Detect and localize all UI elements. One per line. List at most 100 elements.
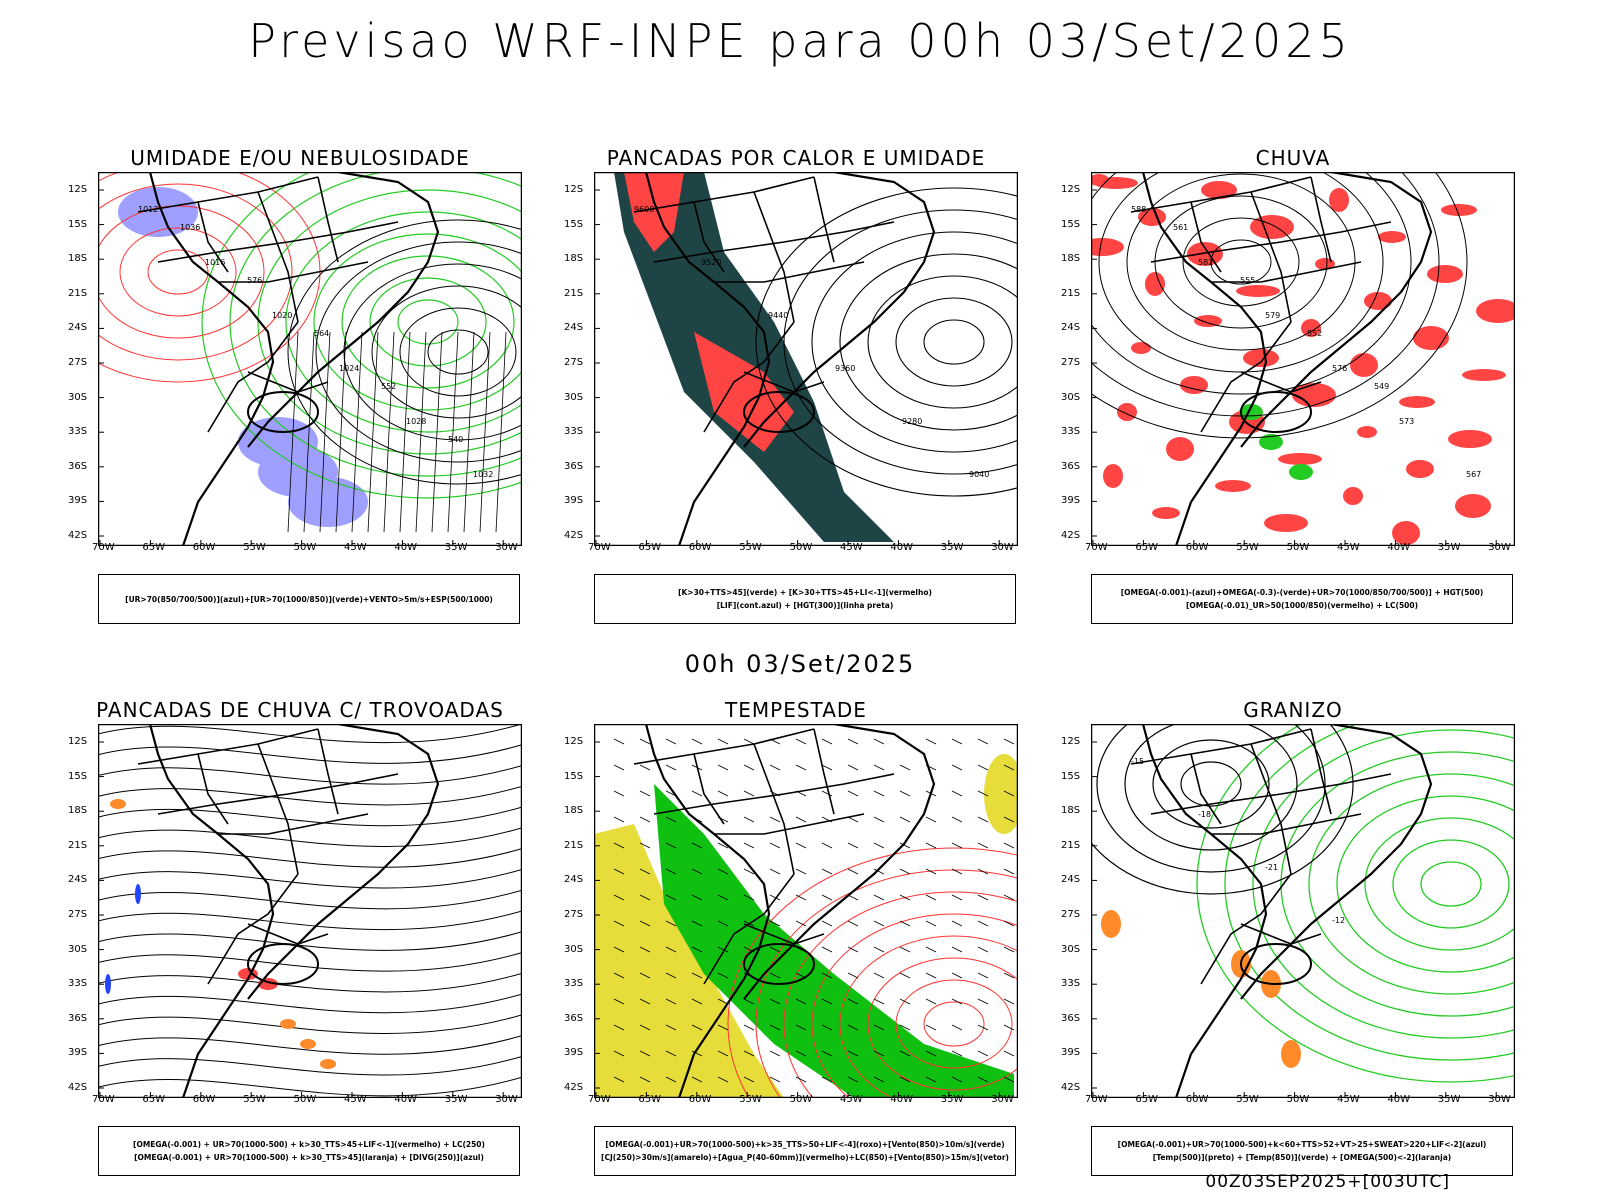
rain-fill-red	[1350, 353, 1378, 377]
lat-tick-label: 24S	[1061, 322, 1081, 334]
wind-vector	[639, 738, 651, 745]
wind-vector	[821, 1050, 833, 1057]
wind-vector	[977, 998, 989, 1005]
legend-box: [K>30+TTS>45](verde) + [K>30+TTS>45+LI<-…	[594, 574, 1016, 624]
pressure-contour	[371, 285, 522, 419]
wind-vector	[795, 1024, 807, 1031]
height-contour	[1210, 239, 1272, 285]
lon-tick-label: 60W	[192, 1094, 216, 1105]
lat-tick-label: 27S	[68, 357, 88, 368]
wind-vector	[873, 816, 885, 823]
wind-vector	[977, 868, 989, 875]
wind-vector	[717, 1024, 729, 1031]
lat-tick-label: 36S	[1061, 460, 1081, 472]
wind-vector	[977, 764, 989, 771]
wind-vector	[847, 1076, 859, 1083]
legend-box: [UR>70(850/700/500)](azul)+[UR>70(1000/8…	[98, 574, 520, 624]
lon-tick-label: 40W	[394, 1094, 418, 1105]
streamline	[98, 910, 522, 931]
coastline-south	[148, 172, 275, 546]
map-border	[1091, 724, 1515, 1098]
thickness-contour-red	[119, 227, 237, 317]
wind-vector	[899, 1050, 911, 1057]
omega-fill-orange	[1281, 1040, 1301, 1068]
wind-vector	[665, 1076, 677, 1083]
rain-fill-red	[1364, 292, 1392, 310]
map-border	[98, 172, 522, 546]
border-line	[753, 191, 795, 323]
lon-tick-label: 45W	[344, 1094, 367, 1105]
lon-tick-label: 60W	[1185, 1094, 1209, 1105]
wind-vector	[743, 1050, 755, 1057]
wind-vector	[1003, 738, 1015, 745]
lat-tick-label: 39S	[1061, 1047, 1081, 1059]
wind-vector	[821, 738, 833, 745]
wind-vector	[1003, 816, 1015, 823]
pressure-contour	[427, 329, 489, 375]
storm-fill-orange	[320, 1059, 336, 1069]
border-line	[207, 321, 299, 433]
wind-vector	[769, 894, 781, 901]
wind-vector	[1003, 764, 1015, 771]
border-line	[813, 728, 835, 815]
lon-tick-label: 45W	[344, 542, 367, 553]
legend-line: [K>30+TTS>45](verde) + [K>30+TTS>45+LI<-…	[678, 588, 932, 597]
wind-vector	[847, 972, 859, 979]
lon-tick-label: 30W	[1488, 542, 1511, 553]
rain-fill-red	[1180, 376, 1208, 394]
lon-tick-label: 70W	[588, 1094, 611, 1105]
rain-fill-red	[1278, 453, 1322, 465]
wind-vector	[769, 1050, 781, 1057]
pressure-contour	[399, 307, 517, 397]
lat-tick-label: 42S	[68, 530, 88, 541]
wind-vector	[1003, 1076, 1015, 1083]
contour-label: -18	[1198, 810, 1211, 819]
border-line	[1211, 261, 1362, 283]
coastline	[247, 172, 440, 448]
temp850-contour-green	[1420, 861, 1482, 907]
wind-vector	[847, 738, 859, 745]
wind-vector	[873, 998, 885, 1005]
wind-vector	[691, 1050, 703, 1057]
uruguay-outline	[1240, 391, 1312, 433]
lat-tick-label: 36S	[564, 460, 584, 472]
lon-tick-label: 70W	[1085, 1094, 1108, 1105]
wind-vector	[613, 1024, 625, 1031]
wind-vector	[977, 842, 989, 849]
border-line	[1200, 873, 1292, 985]
wind-vector	[821, 1024, 833, 1031]
border-line	[693, 201, 725, 273]
wind-vector	[351, 331, 363, 533]
lat-tick-label: 21S	[68, 839, 88, 851]
wind-vector	[431, 331, 443, 533]
lon-tick-label: 55W	[1236, 542, 1259, 553]
contour-label: 582	[1198, 258, 1213, 267]
wind-vector	[613, 816, 625, 823]
streamline	[98, 827, 522, 847]
lat-tick-label: 24S	[1061, 874, 1081, 886]
instability-fill-red	[624, 172, 684, 252]
wind-vector	[613, 946, 625, 953]
lat-tick-label: 42S	[564, 1082, 584, 1093]
wind-vector	[925, 894, 937, 901]
contour-label: 1028	[406, 417, 426, 426]
lat-tick-label: 18S	[564, 253, 584, 265]
lon-tick-label: 40W	[1387, 542, 1411, 553]
lat-tick-label: 30S	[564, 943, 584, 955]
streamline	[98, 993, 522, 1014]
wind-vector	[613, 920, 625, 927]
wind-vector	[1003, 946, 1015, 953]
rain-fill-red	[1117, 403, 1137, 421]
uruguay-outline	[247, 943, 319, 985]
lat-tick-label: 42S	[68, 1082, 88, 1093]
coastline-south	[644, 172, 771, 546]
pw-contour-red	[727, 847, 1018, 1098]
wind-vector	[743, 816, 755, 823]
pressure-contour	[315, 241, 522, 463]
lat-tick-label: 42S	[1061, 1082, 1081, 1093]
lon-tick-label: 65W	[638, 542, 662, 553]
lat-tick-label: 18S	[1061, 253, 1081, 265]
border-line	[157, 221, 399, 263]
lon-tick-label: 30W	[495, 542, 518, 553]
lat-tick-label: 15S	[564, 770, 584, 782]
